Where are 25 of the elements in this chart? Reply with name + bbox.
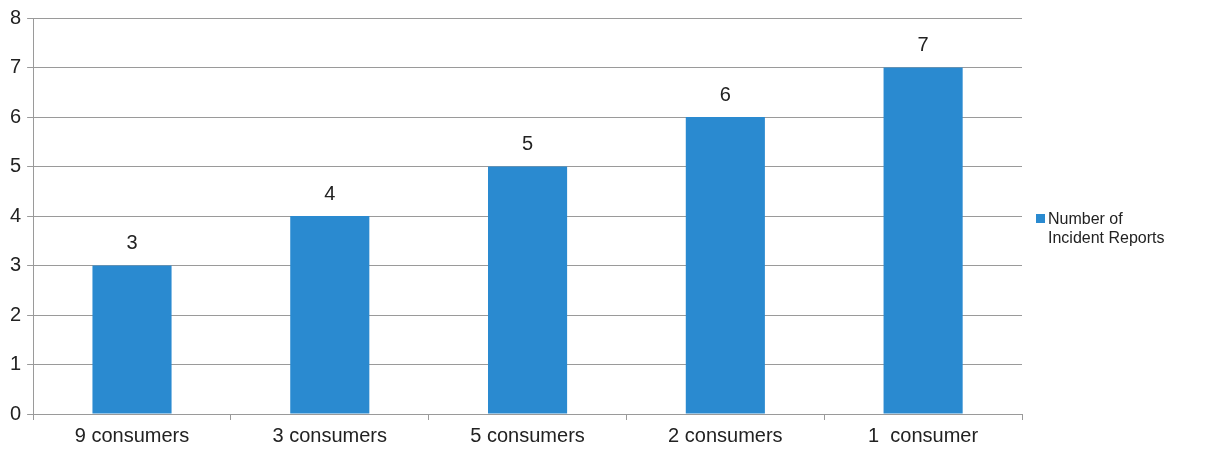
y-tick-label: 5 [10,154,22,177]
data-label: 5 [522,132,534,155]
data-label: 4 [324,181,336,204]
y-tick-label: 1 [10,352,22,375]
y-tick-label: 6 [10,104,22,127]
y-tick-label: 0 [10,401,22,424]
bar [488,166,568,414]
y-tick-label: 7 [10,55,22,78]
y-tick-label: 3 [10,253,22,276]
y-tick-label: 2 [10,302,22,325]
y-tick-label: 8 [10,5,22,28]
x-tick-label: 2 consumers [668,423,783,446]
data-label: 6 [719,82,731,105]
y-tick-label: 4 [10,203,22,226]
bar [685,117,765,414]
x-tick-label: 9 consumers [74,423,190,446]
data-label: 3 [126,231,138,254]
bar [290,216,370,414]
data-label: 7 [917,33,929,56]
bar [883,67,963,414]
legend-label: Number of Incident Reports [1048,209,1166,247]
x-tick-label: 1 consumer [868,423,979,446]
x-tick-label: 3 consumers [272,423,388,446]
x-tick-label: 5 consumers [470,423,585,446]
bar [92,265,172,414]
